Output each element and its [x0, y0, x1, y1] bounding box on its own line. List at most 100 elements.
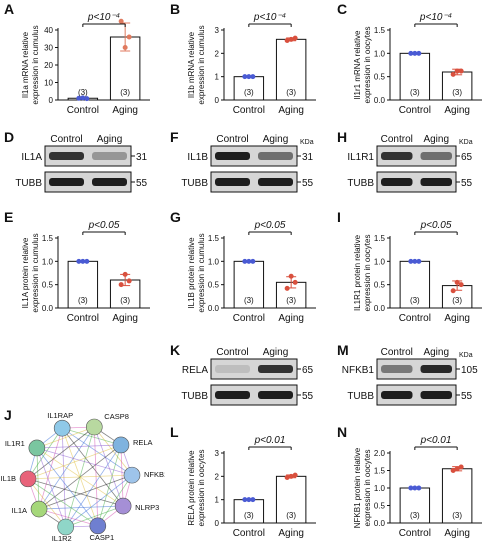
- blot-band: [420, 178, 452, 186]
- bar-control: [233, 260, 265, 309]
- n-label: (3): [410, 296, 420, 305]
- y-axis-label: RELA protein relative: [187, 450, 196, 526]
- data-point: [288, 273, 294, 279]
- lane-label: Control: [381, 347, 413, 358]
- y-axis-label: IL1R1 protein relative: [353, 234, 362, 311]
- y-tick-label: 40: [44, 26, 53, 35]
- y-tick-label: 1.5: [42, 234, 54, 243]
- data-point: [292, 35, 298, 41]
- blot-band: [215, 178, 250, 186]
- y-tick-label: 20: [44, 61, 53, 70]
- y-tick-label: 1.5: [374, 234, 386, 243]
- network-node-label: IL1R1: [5, 439, 25, 448]
- y-axis-label: IL1A protein relative: [21, 237, 30, 308]
- kda-header: KDa: [459, 352, 473, 359]
- data-point: [458, 68, 464, 74]
- y-tick-label: 0.5: [374, 281, 386, 290]
- y-axis-label: expression in oocytes: [363, 450, 372, 527]
- n-label: (3): [244, 296, 254, 305]
- y-tick-label: 0.0: [374, 96, 386, 105]
- y-axis-label: expression in cumulus: [31, 233, 40, 312]
- blot-band: [215, 365, 250, 373]
- y-tick-label: 3: [215, 449, 220, 458]
- network-node: [85, 418, 103, 436]
- y-tick-label: 2: [215, 472, 220, 481]
- data-point: [122, 45, 128, 50]
- bar-aging: [275, 38, 307, 101]
- data-point: [250, 497, 256, 503]
- kda-header: KDa: [300, 139, 314, 146]
- panel-letter-G: G: [170, 209, 181, 225]
- data-point: [454, 466, 460, 472]
- data-point: [450, 288, 456, 294]
- n-label: (3): [410, 511, 420, 520]
- chart-il1b-protein: 0.0 0.5 1.0 1.5 IL1B protein relative express…: [187, 220, 316, 324]
- network-edge: [97, 444, 122, 526]
- network-node: [30, 500, 48, 518]
- network-edge: [36, 447, 99, 527]
- blot-band: [215, 391, 250, 399]
- network-node: [123, 466, 141, 484]
- panel-letter-C: C: [337, 1, 348, 17]
- data-point: [122, 271, 128, 277]
- kda-header: KDa: [459, 139, 473, 146]
- kda-value: 55: [302, 178, 314, 189]
- n-label: (3): [286, 296, 296, 305]
- data-point: [76, 258, 82, 264]
- data-point: [450, 71, 456, 77]
- network-edge: [36, 447, 133, 476]
- y-tick-label: 0.5: [42, 281, 54, 290]
- network-node: [112, 436, 130, 454]
- bar-control: [399, 52, 431, 101]
- network-edge: [36, 447, 40, 510]
- x-tick-label: Control: [233, 105, 265, 116]
- network-edge: [36, 426, 95, 449]
- protein-interaction-network: IL1RAP CASP8 RELA NFKB1 NLRP3 CASP1 IL1R2 IL1A I…: [1, 411, 165, 543]
- x-tick-label: Aging: [444, 313, 470, 324]
- network-edge: [27, 426, 95, 480]
- x-tick-label: Control: [399, 313, 431, 324]
- data-point: [80, 258, 86, 264]
- data-point: [412, 258, 418, 264]
- blot-band: [49, 152, 84, 160]
- protein-label: IL1A: [21, 152, 42, 163]
- panel-letter-M: M: [337, 342, 349, 358]
- panel-letter-D: D: [4, 129, 15, 145]
- p-value-label: p<0.05: [254, 220, 286, 231]
- lane-label: Control: [381, 134, 413, 145]
- n-label: (3): [410, 88, 420, 97]
- blot-band: [49, 178, 84, 186]
- y-tick-label: 0.0: [374, 304, 386, 313]
- y-tick-label: 0: [215, 519, 220, 528]
- western-blot-il1b: Control Aging KDa IL1B 31 TUBB 55: [181, 134, 314, 193]
- kda-value: 65: [302, 365, 314, 376]
- network-node-label: CASP1: [90, 533, 115, 542]
- western-blot-rela: Control Aging RELA 65 TUBB 55: [181, 347, 314, 406]
- y-axis-label: expression in oocytes: [363, 235, 372, 312]
- data-point: [412, 50, 418, 56]
- kda-value: 105: [461, 365, 478, 376]
- network-node: [89, 517, 107, 535]
- protein-label: TUBB: [347, 178, 374, 189]
- data-point: [246, 258, 252, 264]
- y-tick-label: 1.0: [374, 257, 386, 266]
- panel-letter-F: F: [170, 129, 179, 145]
- y-tick-label: 0: [215, 96, 220, 105]
- protein-label: NFKB1: [342, 365, 375, 376]
- p-value-label: p<10⁻⁴: [87, 12, 120, 23]
- network-node-label: IL1R2: [52, 534, 72, 543]
- protein-label: IL1R1: [347, 152, 374, 163]
- n-label: (3): [78, 88, 88, 97]
- network-node-label: NLRP3: [135, 503, 159, 512]
- blot-band: [258, 391, 293, 399]
- y-tick-label: 2.0: [374, 449, 386, 458]
- panel-letter-N: N: [337, 424, 348, 440]
- chart-il1a-protein: 0.0 0.5 1.0 1.5 IL1A protein relative express…: [21, 220, 150, 324]
- data-point: [458, 464, 464, 470]
- kda-value: 31: [136, 152, 148, 163]
- western-blot-il1r1: Control Aging KDa IL1R1 65 TUBB 55: [347, 134, 473, 193]
- network-edge: [65, 505, 124, 528]
- kda-value: 55: [461, 178, 473, 189]
- protein-label: TUBB: [181, 178, 208, 189]
- lane-label: Aging: [423, 134, 449, 145]
